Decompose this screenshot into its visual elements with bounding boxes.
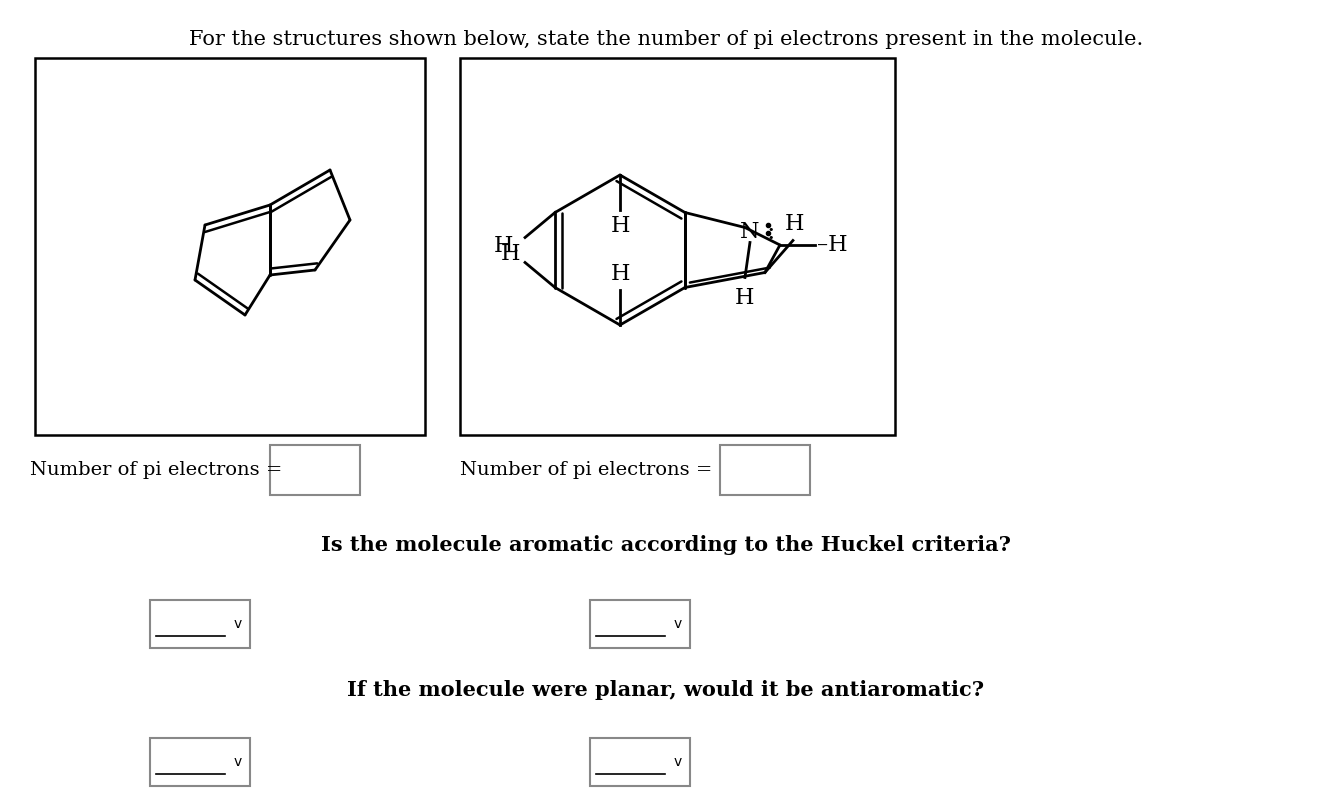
Bar bbox=[35, 58, 425, 435]
Text: :: : bbox=[766, 221, 774, 244]
Text: H: H bbox=[610, 263, 630, 285]
Text: Number of pi electrons =: Number of pi electrons = bbox=[460, 461, 713, 479]
Bar bbox=[721, 445, 810, 495]
Text: Is the molecule aromatic according to the Huckel criteria?: Is the molecule aromatic according to th… bbox=[321, 535, 1011, 555]
Text: v: v bbox=[233, 617, 242, 631]
Bar bbox=[590, 738, 690, 786]
Bar bbox=[151, 600, 250, 648]
Text: H.: H. bbox=[493, 235, 519, 258]
Bar bbox=[590, 600, 690, 648]
Text: v: v bbox=[674, 617, 682, 631]
Text: v: v bbox=[233, 755, 242, 769]
Text: –H: –H bbox=[817, 234, 847, 256]
Text: H: H bbox=[501, 243, 519, 264]
Text: Number of pi electrons =: Number of pi electrons = bbox=[31, 461, 282, 479]
Text: H: H bbox=[735, 287, 755, 310]
Bar bbox=[460, 58, 895, 435]
Bar bbox=[270, 445, 360, 495]
Text: v: v bbox=[674, 755, 682, 769]
Text: If the molecule were planar, would it be antiaromatic?: If the molecule were planar, would it be… bbox=[348, 680, 984, 700]
Text: H: H bbox=[785, 214, 805, 235]
Text: H: H bbox=[610, 215, 630, 237]
Text: N: N bbox=[741, 222, 759, 243]
Text: For the structures shown below, state the number of pi electrons present in the : For the structures shown below, state th… bbox=[189, 30, 1143, 49]
Bar bbox=[151, 738, 250, 786]
